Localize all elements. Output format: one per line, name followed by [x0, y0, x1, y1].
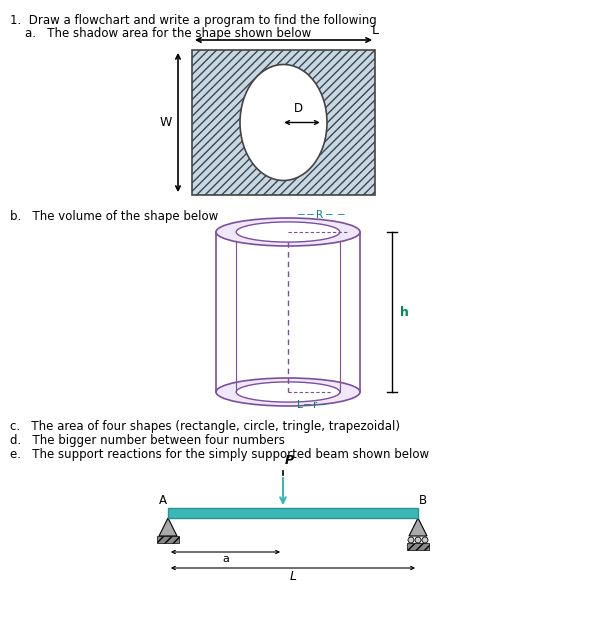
Text: a.   The shadow area for the shape shown below: a. The shadow area for the shape shown b… [10, 27, 311, 40]
Text: $\mathsf{-\!-R-\!-}$: $\mathsf{-\!-R-\!-}$ [296, 208, 345, 220]
Text: D: D [294, 101, 303, 115]
Bar [407, 543, 429, 550]
Circle shape [415, 537, 421, 543]
Bar [192, 50, 375, 195]
Text: b.   The volume of the shape below: b. The volume of the shape below [10, 210, 218, 223]
Text: c.   The area of four shapes (rectangle, circle, tringle, trapezoidal): c. The area of four shapes (rectangle, c… [10, 420, 400, 433]
Ellipse shape [236, 222, 340, 242]
Text: L: L [372, 24, 378, 37]
Ellipse shape [216, 218, 360, 246]
Bar [157, 536, 179, 543]
Text: h: h [400, 306, 409, 319]
Text: $\mathsf{L\!-r\!-}$: $\mathsf{L\!-r\!-}$ [296, 398, 327, 410]
Bar [168, 508, 418, 518]
Text: 1.  Draw a flowchart and write a program to find the following: 1. Draw a flowchart and write a program … [10, 14, 376, 27]
Ellipse shape [216, 378, 360, 406]
Text: e.   The support reactions for the simply supported beam shown below: e. The support reactions for the simply … [10, 448, 429, 461]
Ellipse shape [240, 64, 327, 181]
Polygon shape [159, 518, 177, 536]
Text: L: L [290, 570, 297, 583]
Text: W: W [160, 116, 172, 129]
Text: B: B [419, 494, 427, 507]
Circle shape [422, 537, 428, 543]
Text: P: P [285, 454, 294, 467]
Text: d.   The bigger number between four numbers: d. The bigger number between four number… [10, 434, 285, 447]
Polygon shape [409, 518, 427, 536]
Circle shape [408, 537, 414, 543]
Ellipse shape [236, 382, 340, 402]
Text: A: A [159, 494, 167, 507]
Text: a: a [222, 554, 229, 564]
